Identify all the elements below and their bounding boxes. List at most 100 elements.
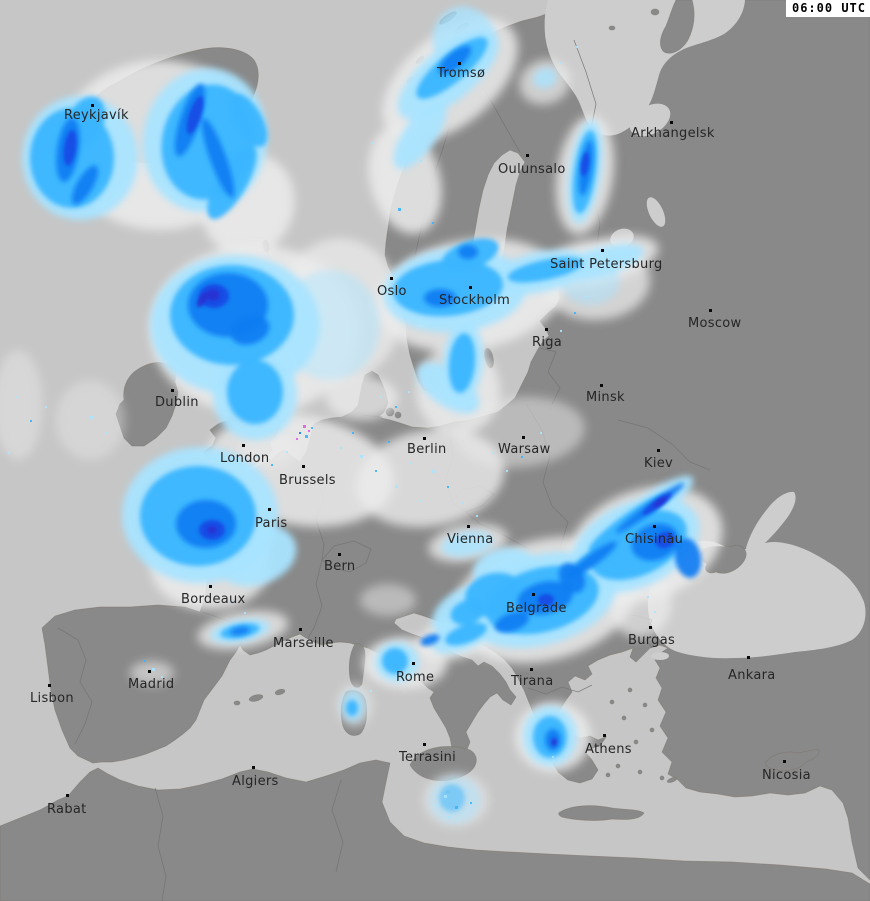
sicily (409, 746, 477, 781)
precip-speckle (105, 432, 107, 434)
precip-speckle (395, 406, 397, 408)
precip-cell (424, 289, 456, 307)
city-label: Kiev (644, 456, 674, 471)
precip-speckle (444, 795, 447, 798)
precip-speckle (30, 420, 32, 422)
city-marker-dot (390, 277, 393, 280)
city-marker-dot (649, 626, 652, 629)
aegean-islands (605, 687, 665, 781)
precip-cell (326, 376, 398, 420)
precip-cell (393, 259, 503, 317)
precip-speckle (559, 748, 561, 750)
city-label: Marseille (273, 636, 334, 651)
precip-speckle (230, 600, 232, 602)
sea-of-marmara (651, 652, 669, 660)
precip-cell (207, 526, 217, 534)
barents-islet-2 (608, 25, 616, 31)
city-label: Oslo (377, 284, 407, 299)
precip-cell (655, 531, 675, 549)
precip-cell (507, 257, 583, 283)
city-label: Tirana (511, 674, 554, 689)
precip-speckle (370, 690, 372, 692)
precip-cell (450, 599, 486, 625)
city-label: Nicosia (762, 768, 811, 783)
precipitation-speckles (8, 46, 656, 818)
city-marker-dot (91, 104, 94, 107)
city-marker-dot (458, 62, 461, 65)
city-marker-dot (600, 384, 603, 387)
precip-speckle (161, 676, 163, 678)
city-label: Athens (585, 742, 632, 757)
city-marker-dot (467, 525, 470, 528)
barents-islet-1 (650, 8, 660, 16)
city-label: Brussels (279, 473, 336, 488)
precip-speckle (448, 816, 450, 818)
precip-speckle (308, 430, 310, 432)
precip-speckle (560, 330, 562, 332)
city-label: Algiers (232, 774, 279, 789)
north-africa (0, 759, 870, 901)
city-marker-dot (148, 670, 151, 673)
precip-speckle (296, 438, 298, 440)
funen (394, 411, 402, 419)
minorca (274, 688, 286, 696)
city-marker-dot (469, 286, 472, 289)
precip-speckle (380, 396, 382, 398)
city-marker-dot (268, 508, 271, 511)
arkhangelsk-bay (629, 103, 671, 137)
city-marker-dot (653, 525, 656, 528)
precip-speckle (436, 805, 438, 807)
precip-cell (63, 130, 77, 166)
precip-speckle (476, 515, 478, 517)
precip-speckle (360, 455, 363, 458)
precip-speckle (540, 432, 542, 434)
precip-cell (230, 626, 250, 636)
precip-cell (420, 634, 440, 646)
precip-speckle (286, 451, 288, 453)
precip-speckle (271, 464, 273, 466)
city-marker-dot (412, 662, 415, 665)
city-marker-dot (603, 734, 606, 737)
city-marker-dot (747, 656, 750, 659)
precip-cell (230, 315, 270, 345)
city-marker-dot (709, 309, 712, 312)
precip-cell (674, 538, 702, 578)
city-label: Rabat (47, 802, 87, 817)
city-marker-dot (526, 154, 529, 157)
city-marker-dot (545, 328, 548, 331)
precip-speckle (654, 611, 656, 613)
precip-speckle (420, 160, 422, 162)
precip-cell (448, 333, 476, 393)
precip-speckle (15, 396, 17, 398)
precip-speckle (521, 456, 523, 458)
city-marker-dot (209, 585, 212, 588)
precip-cell (186, 95, 204, 135)
city-marker-dot (171, 389, 174, 392)
precip-speckle (375, 470, 377, 472)
precip-speckle (256, 455, 258, 457)
sea-of-azov (746, 491, 796, 552)
precip-speckle (311, 427, 313, 429)
precip-cell (393, 100, 447, 170)
precip-cell (538, 594, 554, 606)
city-label: Moscow (688, 316, 742, 331)
precip-cell (494, 611, 530, 633)
city-label: London (220, 451, 270, 466)
precip-cell (455, 396, 585, 468)
precip-cell (445, 622, 487, 646)
precip-cell (580, 152, 590, 176)
radar-layer-rain-intense (196, 289, 667, 746)
city-label: Ankara (728, 668, 776, 683)
precip-speckle (420, 500, 422, 502)
precipitation-overlay (0, 6, 723, 827)
precip-cell (653, 496, 667, 508)
precip-speckle (372, 142, 374, 144)
precip-cell (227, 360, 283, 424)
precip-speckle (300, 476, 302, 478)
city-label: Berlin (407, 442, 447, 457)
city-label: Paris (255, 516, 288, 531)
city-marker-dot (66, 794, 69, 797)
precip-speckle (410, 462, 412, 464)
precip-speckle (447, 486, 449, 488)
precip-speckle (398, 208, 401, 211)
